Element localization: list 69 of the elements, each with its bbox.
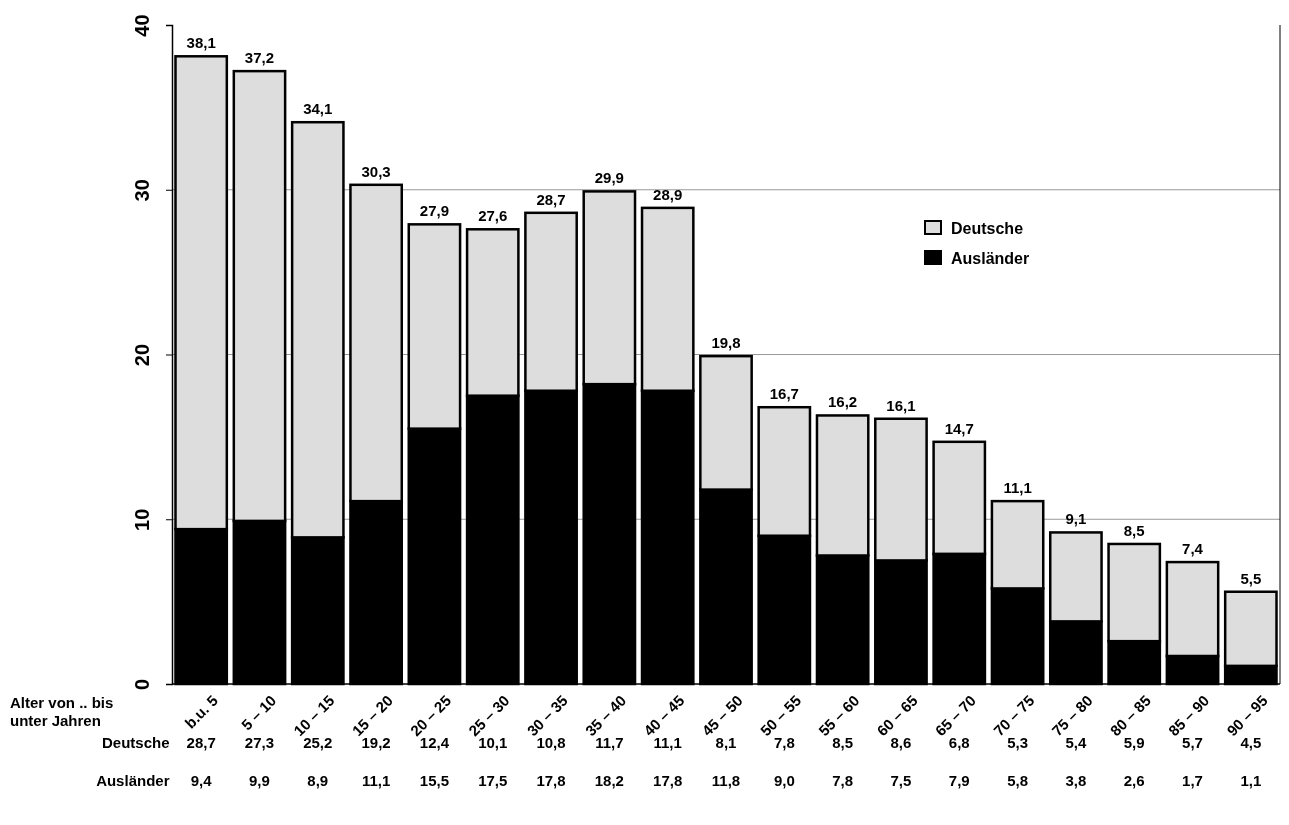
data-label: 25,2 xyxy=(303,734,333,751)
data-label: 8,5 xyxy=(832,734,854,751)
data-label: 8,9 xyxy=(307,772,329,789)
data-label: 1,1 xyxy=(1240,772,1262,789)
total-label: 16,2 xyxy=(828,393,858,411)
data-label: 17,5 xyxy=(478,772,508,789)
total-label: 16,1 xyxy=(886,396,916,414)
data-label: 17,8 xyxy=(653,772,683,789)
y-tick-label: 30 xyxy=(131,179,153,202)
data-label: 10,8 xyxy=(536,734,566,751)
data-label: 8,1 xyxy=(715,734,737,751)
data-label: 11,1 xyxy=(361,772,391,789)
total-label: 19,8 xyxy=(711,334,741,352)
text: Ausländer xyxy=(96,772,170,789)
legend-label: Deutsche xyxy=(951,219,1024,237)
y-tick-label: 20 xyxy=(131,343,153,367)
total-label: 27,9 xyxy=(419,202,450,220)
total-label: 28,9 xyxy=(653,185,683,203)
data-label: 7,8 xyxy=(773,734,795,751)
total-label: 8,5 xyxy=(1123,521,1145,539)
data-label: 27,3 xyxy=(244,734,275,751)
data-label: 2,6 xyxy=(1123,772,1145,789)
data-label: 9,0 xyxy=(773,772,795,789)
data-label: 7,5 xyxy=(890,772,912,789)
text: Deutsche xyxy=(101,734,170,751)
data-label: 5,8 xyxy=(1007,772,1029,789)
data-label: 5,9 xyxy=(1123,734,1145,751)
data-label: 7,9 xyxy=(948,772,970,789)
data-label: 12,4 xyxy=(419,734,450,751)
total-label: 14,7 xyxy=(944,419,974,437)
y-tick-label: 40 xyxy=(131,14,153,37)
total-label: 37,2 xyxy=(244,49,275,67)
x-axis-title: Alter von .. bis unter Jahren xyxy=(10,694,114,729)
x-tick-label: 5 – 10 xyxy=(237,691,280,734)
data-label: 1,7 xyxy=(1182,772,1203,789)
data-label: 5,4 xyxy=(1065,734,1087,751)
data-label: 18,2 xyxy=(594,772,624,789)
data-label: 11,8 xyxy=(711,772,741,789)
total-label: 28,7 xyxy=(536,190,566,208)
y-tick-label: 0 xyxy=(131,678,153,691)
data-label: 3,8 xyxy=(1065,772,1087,789)
data-label: 19,2 xyxy=(361,734,391,751)
data-label: 7,8 xyxy=(832,772,854,789)
x-tick-label: b.u. 5 xyxy=(181,691,221,732)
total-label: 38,1 xyxy=(186,34,216,52)
total-label: 34,1 xyxy=(303,100,333,118)
data-label: 10,1 xyxy=(478,734,508,751)
total-label: 27,6 xyxy=(478,207,508,225)
total-label: 11,1 xyxy=(1003,479,1032,497)
data-label: 6,8 xyxy=(948,734,970,751)
data-label: 4,5 xyxy=(1240,734,1262,751)
data-label: 17,8 xyxy=(536,772,566,789)
total-label: 7,4 xyxy=(1182,540,1204,558)
total-label: 29,9 xyxy=(594,169,624,187)
data-label: 28,7 xyxy=(186,734,216,751)
data-label: 8,6 xyxy=(890,734,912,751)
total-label: 5,5 xyxy=(1240,569,1262,587)
total-label: 30,3 xyxy=(361,162,391,180)
total-label: 9,1 xyxy=(1065,510,1087,528)
data-label: 15,5 xyxy=(419,772,450,789)
data-label: 9,4 xyxy=(190,772,213,789)
data-label: 9,9 xyxy=(249,772,270,789)
legend-label: Ausländer xyxy=(951,249,1030,267)
data-label: 5,7 xyxy=(1182,734,1203,751)
data-label: 5,3 xyxy=(1007,734,1029,751)
data-label: 11,1 xyxy=(653,734,682,751)
y-tick-label: 10 xyxy=(131,508,153,531)
data-label: 11,7 xyxy=(595,734,624,751)
total-label: 16,7 xyxy=(769,385,799,403)
